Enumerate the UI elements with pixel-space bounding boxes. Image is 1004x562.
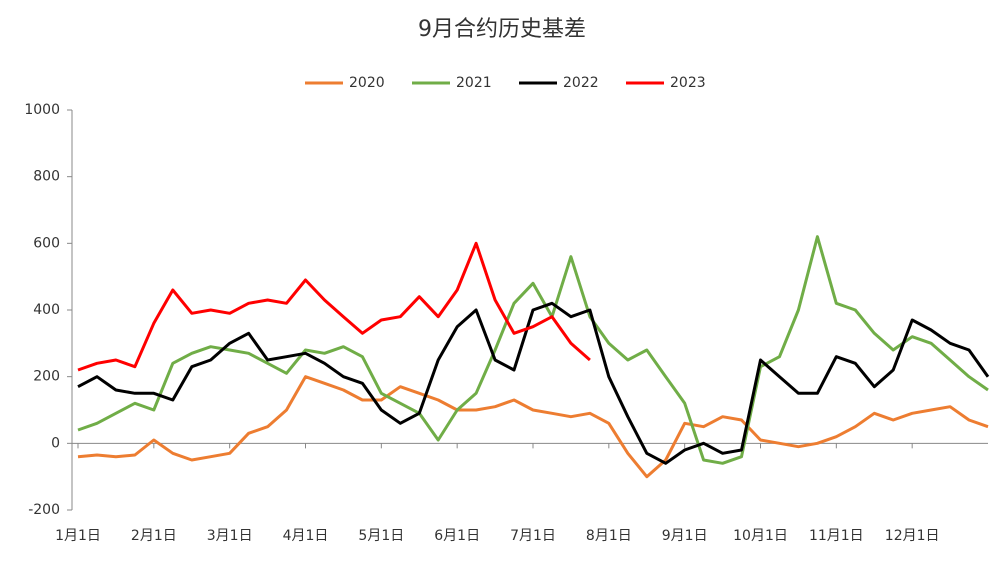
x-tick-label: 1月1日 — [55, 528, 101, 544]
x-tick-label: 5月1日 — [358, 528, 404, 544]
x-tick-label: 9月1日 — [662, 528, 708, 544]
chart-title: 9月合约历史基差 — [418, 17, 586, 42]
legend: 2020 2021 2022 2023 — [305, 75, 706, 91]
legend-label: 2020 — [349, 75, 385, 91]
x-tick-label: 10月1日 — [733, 528, 788, 544]
series-line — [77, 235, 989, 465]
x-tick-label: 12月1日 — [885, 528, 940, 544]
legend-label: 2022 — [563, 75, 599, 91]
legend-label: 2021 — [456, 75, 492, 91]
y-tick-label: -200 — [28, 502, 60, 518]
x-tick-label: 2月1日 — [131, 528, 177, 544]
x-tick-label: 3月1日 — [207, 528, 253, 544]
legend-label: 2023 — [670, 75, 706, 91]
y-tick-label: 600 — [33, 235, 60, 251]
x-tick-label: 11月1日 — [809, 528, 864, 544]
y-tick-label: 0 — [51, 435, 60, 451]
y-tick-label: 200 — [33, 369, 60, 385]
x-tick-label: 4月1日 — [283, 528, 329, 544]
series-line — [77, 375, 989, 479]
y-tick-label: 400 — [33, 302, 60, 318]
x-tick-label: 8月1日 — [586, 528, 632, 544]
series-line — [77, 241, 591, 372]
y-tick-label: 800 — [33, 169, 60, 185]
x-tick-label: 7月1日 — [510, 528, 556, 544]
x-tick-label: 6月1日 — [434, 528, 480, 544]
series-line — [77, 301, 990, 465]
y-tick-label: 1000 — [24, 102, 60, 118]
